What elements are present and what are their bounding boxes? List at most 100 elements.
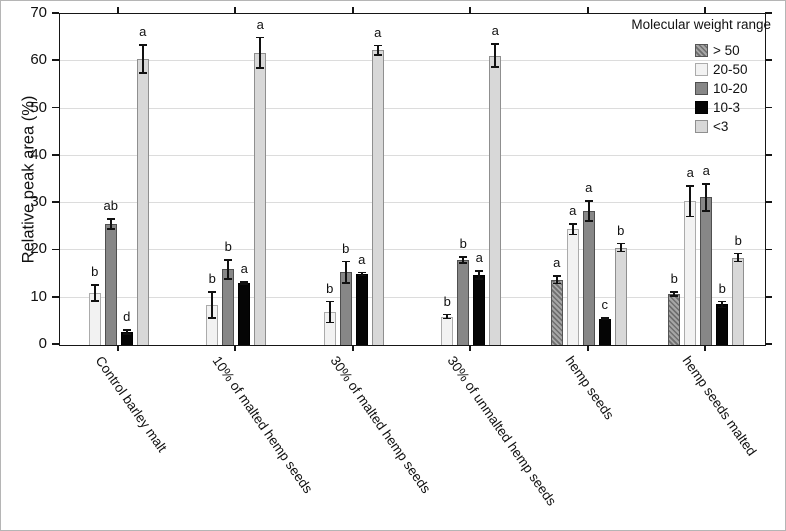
- x-category-label: 10% of malted hemp seeds: [209, 353, 316, 497]
- error-bar: [357, 271, 366, 277]
- error-bar: [600, 317, 609, 320]
- error-bar-line: [243, 281, 246, 285]
- error-bar-line: [446, 313, 449, 320]
- y-tick-mark-right: [765, 201, 772, 203]
- bar: [598, 318, 611, 345]
- error-bar-line: [344, 260, 347, 284]
- bar: [355, 274, 368, 345]
- error-bar: [568, 223, 577, 236]
- x-tick-mark-top: [234, 7, 237, 13]
- significance-letter: a: [475, 250, 483, 266]
- error-bar-cap: [616, 250, 625, 253]
- gridline: [60, 107, 765, 109]
- plot-area: b ab d a b b a a b b a a b b a a a a a c b b a a b b: [59, 13, 766, 346]
- significance-letter: a: [139, 24, 147, 40]
- y-tick-label: 40: [30, 145, 47, 163]
- error-bar-cap: [552, 282, 561, 285]
- error-bar-line: [462, 256, 465, 264]
- error-bar-cap: [718, 306, 727, 309]
- gridline: [60, 154, 765, 156]
- error-bar: [138, 44, 147, 74]
- legend-swatch: [695, 120, 708, 133]
- gridline: [60, 60, 765, 62]
- y-tick-mark: [52, 154, 59, 156]
- error-bar-cap: [568, 233, 577, 236]
- bar: [441, 316, 454, 345]
- y-tick-mark: [52, 201, 59, 203]
- significance-letter: b: [91, 264, 99, 279]
- y-tick-mark: [52, 248, 59, 251]
- legend-label: 20-50: [713, 61, 748, 77]
- x-category-label: hemp seeds malted: [679, 353, 760, 459]
- error-bar: [208, 291, 217, 319]
- y-tick-mark-right: [765, 59, 772, 62]
- significance-letter: b: [224, 238, 232, 254]
- bar: [104, 223, 117, 345]
- error-bar: [106, 218, 115, 230]
- error-bar-cap: [90, 300, 99, 302]
- x-tick-mark: [234, 346, 237, 351]
- error-bar-line: [109, 218, 112, 230]
- bar: [489, 55, 502, 345]
- y-tick-mark: [52, 295, 59, 298]
- significance-letter: b: [670, 271, 678, 287]
- legend-label: 10-3: [713, 99, 741, 115]
- error-bar-cap: [670, 295, 679, 297]
- significance-letter: b: [342, 240, 350, 256]
- error-bar: [122, 328, 131, 335]
- error-bar-cap: [491, 66, 500, 68]
- y-tick-mark: [52, 343, 59, 345]
- legend-item: <3: [695, 117, 773, 136]
- legend-items: > 50 20-50 10-20 10-3 <3: [695, 41, 773, 136]
- significance-letter: a: [358, 251, 366, 267]
- y-tick-mark-right: [765, 295, 772, 298]
- error-bar-line: [478, 270, 481, 280]
- error-bar-line: [376, 44, 379, 57]
- x-category-label: 30% of unmalted hemp seeds: [444, 353, 560, 509]
- bar: [254, 52, 267, 345]
- legend-item: 20-50: [695, 60, 773, 79]
- error-bar-cap: [357, 274, 366, 277]
- significance-letter: b: [443, 293, 451, 309]
- error-bar-cap: [734, 260, 743, 263]
- error-bar: [670, 291, 679, 297]
- error-bar-cap: [138, 71, 147, 74]
- error-bar: [459, 256, 468, 264]
- y-tick-mark: [52, 59, 59, 62]
- legend-swatch: [695, 63, 708, 76]
- gridline: [60, 249, 765, 251]
- error-bar-line: [227, 258, 230, 280]
- error-bar-line: [141, 44, 144, 74]
- significance-letter: b: [459, 236, 467, 252]
- significance-letter: b: [617, 222, 625, 238]
- error-bar-cap: [106, 228, 115, 230]
- significance-letter: a: [240, 261, 248, 277]
- y-tick-mark-right: [765, 343, 772, 345]
- error-bar: [702, 183, 711, 212]
- significance-letter: b: [734, 232, 742, 248]
- error-bar-line: [619, 242, 622, 253]
- significance-letter: a: [491, 23, 499, 39]
- error-bar: [584, 200, 593, 223]
- error-bar-cap: [600, 318, 609, 320]
- bar: [700, 197, 713, 345]
- error-bar-cap: [256, 67, 265, 69]
- bar: [716, 304, 729, 345]
- bar: [136, 58, 149, 345]
- bar: [614, 247, 627, 345]
- significance-letter: a: [702, 163, 710, 179]
- error-bar: [325, 300, 334, 324]
- y-tick-mark-right: [765, 106, 772, 109]
- error-bar-cap: [325, 321, 334, 324]
- error-bar: [240, 281, 249, 285]
- legend-label: 10-20: [713, 80, 748, 96]
- x-category-label: hemp seeds: [562, 353, 617, 423]
- error-bar: [475, 270, 484, 280]
- error-bar-line: [125, 328, 128, 335]
- x-tick-mark-top: [116, 7, 119, 13]
- significance-letter: b: [718, 280, 726, 296]
- error-bar: [686, 185, 695, 218]
- x-tick-mark-top: [704, 7, 707, 13]
- x-category-label: 30% of malted hemp seeds: [327, 353, 434, 497]
- legend-swatch: [695, 101, 708, 114]
